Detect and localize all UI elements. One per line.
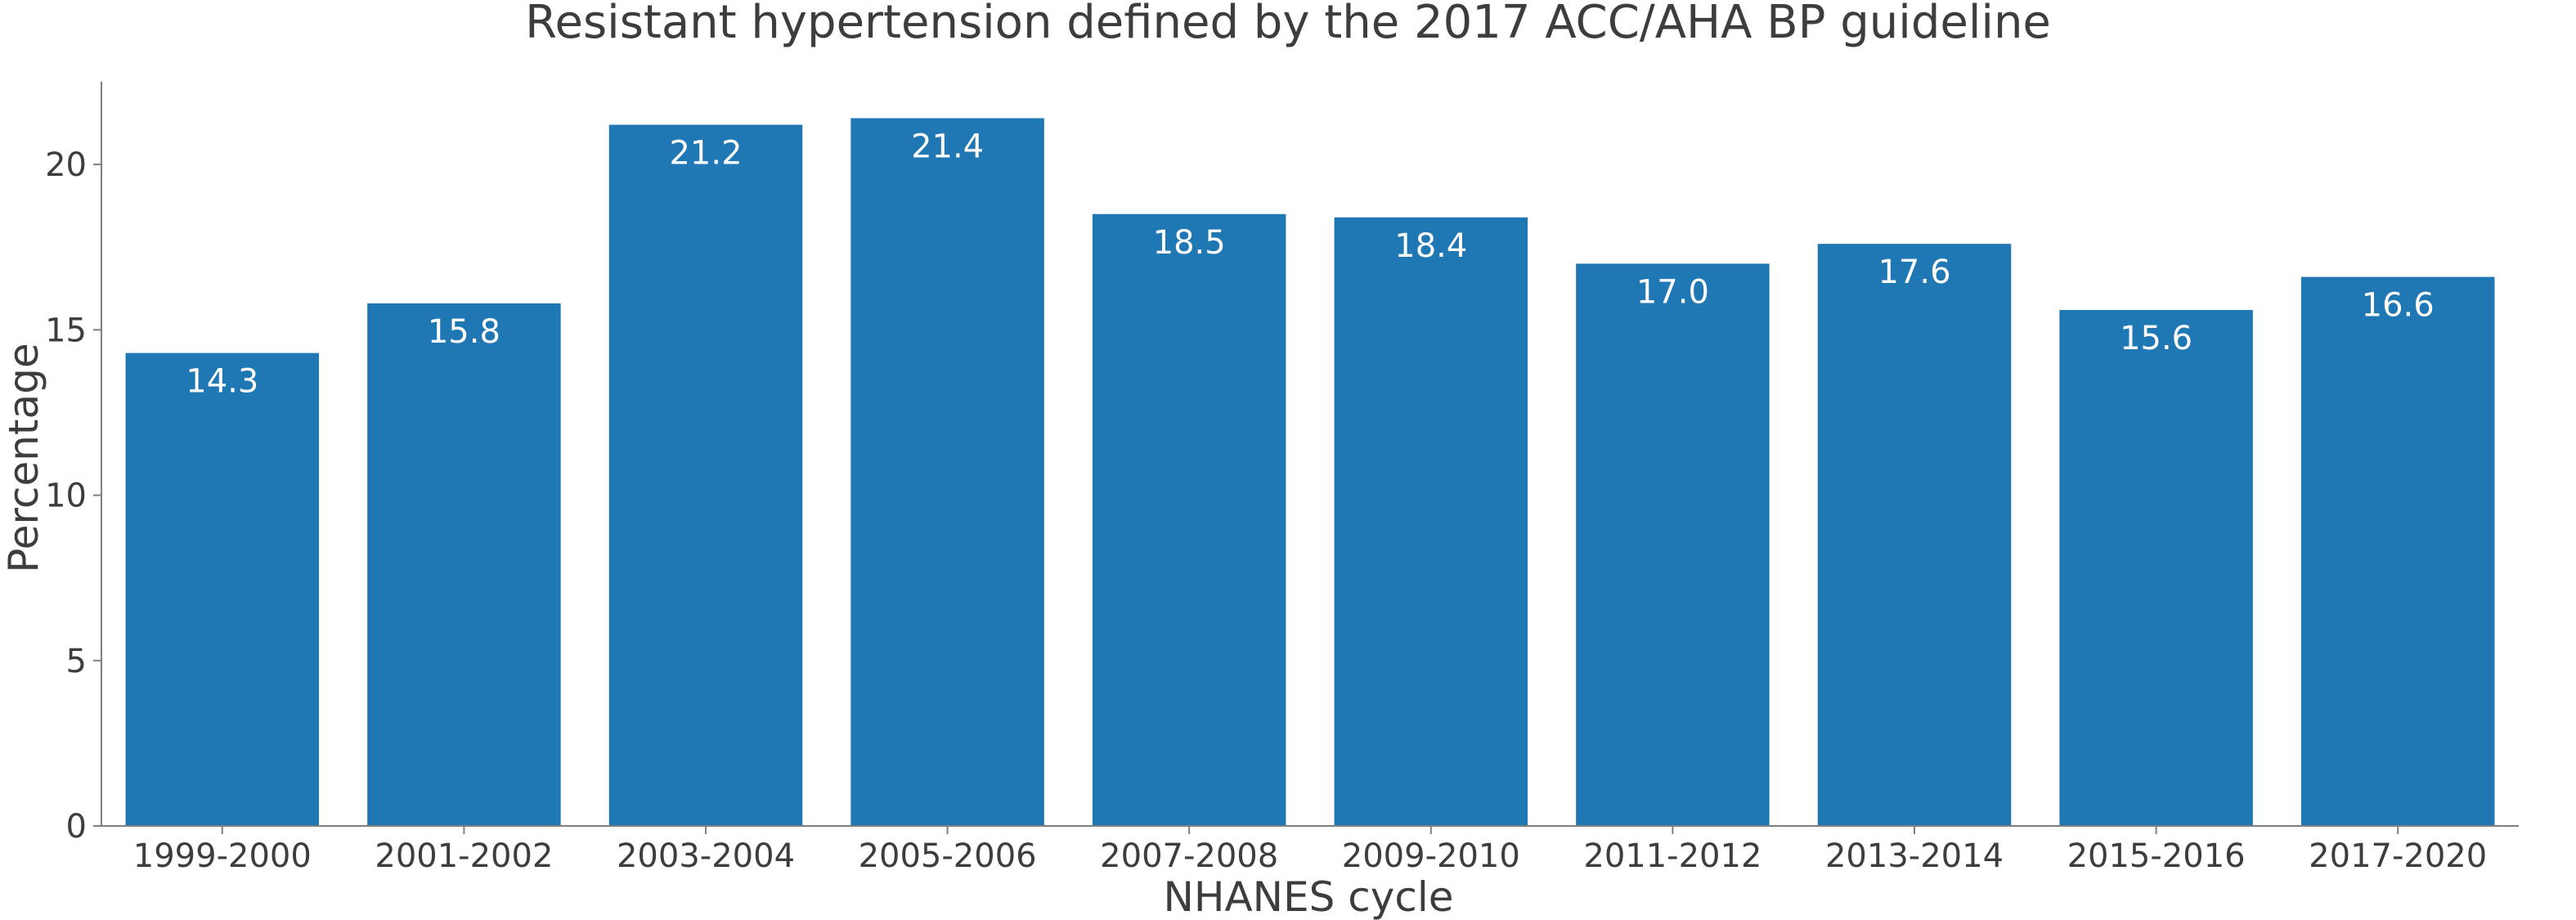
x-tick-label: 2015-2016 <box>2067 837 2246 875</box>
value-labels-group: 14.3 15.8 21.2 21.4 18.5 18.4 17.0 17.6 15.6 16.6 <box>186 128 2434 400</box>
bar-2009-2010 <box>1334 217 1528 826</box>
value-label-1999-2000: 14.3 <box>186 363 258 401</box>
y-tick-label: 5 <box>66 643 87 680</box>
chart-title: Resistant hypertension defined by the 20… <box>525 0 2051 49</box>
value-label-2001-2002: 15.8 <box>428 313 500 351</box>
bar-2003-2004 <box>608 124 803 827</box>
x-tick-label: 2003-2004 <box>617 837 795 875</box>
x-tick-label: 2009-2010 <box>1342 837 1520 875</box>
value-label-2005-2006: 21.4 <box>911 128 984 165</box>
bars-group <box>125 118 2495 827</box>
value-label-2017-2020: 16.6 <box>2362 287 2435 325</box>
y-tick-label: 20 <box>45 146 87 184</box>
y-axis-title: Percentage <box>0 343 47 572</box>
value-label-2003-2004: 21.2 <box>669 135 742 173</box>
bar-1999-2000 <box>125 352 320 827</box>
bar-2013-2014 <box>1817 244 2012 827</box>
bar-2005-2006 <box>850 118 1044 826</box>
y-tick-label: 0 <box>66 808 87 846</box>
x-tick-label: 2013-2014 <box>1825 837 2004 875</box>
x-axis-ticks: 1999-2000 2001-2002 2003-2004 2005-2006 2007… <box>133 826 2487 875</box>
x-tick-label: 2007-2008 <box>1100 837 1278 875</box>
y-tick-label: 15 <box>45 312 87 349</box>
y-tick-label: 10 <box>45 478 87 515</box>
y-axis-ticks: 0 5 10 15 20 <box>45 146 101 846</box>
x-tick-label: 2017-2020 <box>2309 837 2487 875</box>
bar-2017-2020 <box>2300 276 2495 827</box>
value-label-2013-2014: 17.6 <box>1878 254 1950 291</box>
x-tick-label: 2005-2006 <box>859 837 1037 875</box>
bar-2011-2012 <box>1576 263 1770 826</box>
x-tick-label: 2001-2002 <box>375 837 553 875</box>
value-label-2011-2012: 17.0 <box>1636 273 1709 311</box>
bar-2015-2016 <box>2059 310 2253 827</box>
value-label-2015-2016: 15.6 <box>2120 320 2192 357</box>
value-label-2009-2010: 18.4 <box>1394 227 1467 265</box>
bar-2007-2008 <box>1092 213 1286 826</box>
value-label-2007-2008: 18.5 <box>1153 224 1226 262</box>
x-axis-title: NHANES cycle <box>1163 873 1453 920</box>
bar-2001-2002 <box>367 303 561 826</box>
x-tick-label: 2011-2012 <box>1583 837 1761 875</box>
x-tick-label: 1999-2000 <box>133 837 312 875</box>
